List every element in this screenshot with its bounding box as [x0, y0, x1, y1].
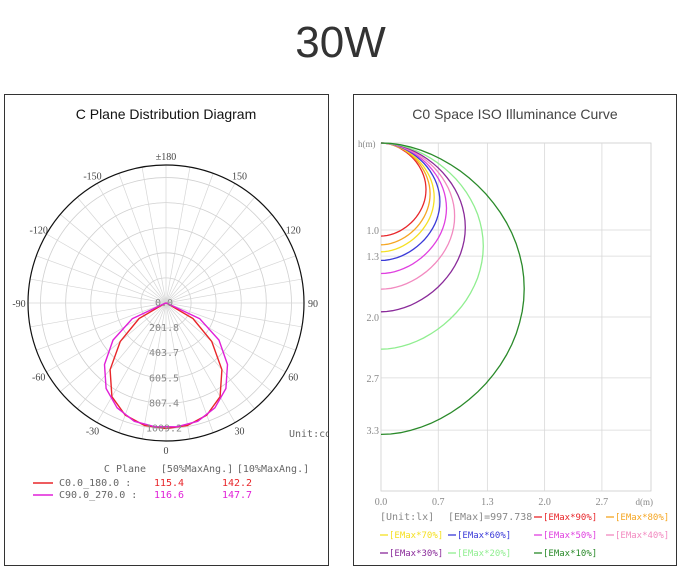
polar-radial-tick: 403.7: [149, 348, 179, 359]
iso-series-curve: [380, 142, 456, 290]
polar-radial-tick: 201.8: [149, 323, 179, 334]
page-title: 30W: [295, 18, 386, 67]
iso-x-tick: 1.3: [481, 497, 494, 508]
polar-grid-spoke: [141, 302, 167, 439]
polar-angle-label: ±180: [156, 152, 177, 163]
iso-series-curve: [380, 142, 484, 350]
polar-grid-spoke: [30, 278, 167, 304]
polar-grid-spoke: [165, 302, 302, 328]
iso-y-tick: 1.3: [367, 252, 380, 263]
iso-chart: C0 Space ISO Illuminance Curve 0.0 0.7 1.3…: [358, 106, 669, 559]
polar-grid-spoke: [165, 214, 272, 304]
polar-legend-max10: 147.7: [222, 490, 252, 501]
iso-x-tick: 0.7: [432, 497, 445, 508]
polar-grid-spoke: [77, 197, 167, 304]
polar-chart: C Plane Distribution Diagram ±180 -150 150…: [12, 106, 328, 501]
polar-legend-max50: 115.4: [154, 478, 184, 489]
polar-angle-label: -90: [12, 299, 25, 310]
polar-grid-spoke: [165, 302, 255, 409]
iso-emax-label: [EMax]=997.738: [448, 512, 532, 523]
iso-legend-label: [EMax*10%]: [543, 549, 597, 559]
polar-grid-spoke: [46, 233, 167, 304]
iso-x-label: d(m): [636, 497, 654, 507]
polar-legend-name: C0.0_180.0 :: [59, 478, 131, 489]
iso-y-tick: 1.0: [367, 226, 380, 237]
polar-series-curve: [103, 302, 229, 428]
iso-x-tick: 2.7: [596, 497, 609, 508]
polar-radial-tick: 807.4: [149, 398, 179, 409]
iso-legend-label: [EMax*40%]: [615, 531, 669, 541]
polar-grid-spoke: [165, 173, 214, 304]
iso-legend-label: [EMax*90%]: [543, 513, 597, 523]
polar-legend-max10: 142.2: [222, 478, 252, 489]
iso-series-curve: [380, 142, 525, 436]
polar-outer-ring: [27, 164, 305, 442]
iso-legend-label: [EMax*70%]: [389, 531, 443, 541]
polar-radial-tick: 605.5: [149, 373, 179, 384]
polar-grid-spoke: [77, 302, 167, 409]
polar-chart-panel: C Plane Distribution Diagram ±180 -150 150…: [4, 94, 329, 566]
iso-legend-label: [EMax*60%]: [457, 531, 511, 541]
polar-legend-header: C Plane: [104, 464, 146, 475]
polar-grid-spoke: [165, 233, 286, 304]
polar-grid-spoke: [118, 173, 167, 304]
polar-grid-spoke: [141, 167, 167, 304]
iso-y-label: h(m): [358, 139, 376, 149]
polar-grid-spoke: [30, 302, 167, 328]
polar-legend-header: [50%MaxAng.]: [161, 464, 233, 475]
polar-grid-spoke: [165, 302, 191, 439]
polar-angle-label: 0: [164, 446, 169, 457]
polar-grid-spoke: [165, 302, 272, 392]
polar-radial-tick: 0.0: [155, 298, 173, 309]
polar-grid-spoke: [118, 302, 167, 433]
iso-y-tick: 3.3: [367, 426, 380, 437]
polar-grid-spoke: [60, 214, 167, 304]
polar-angle-label: 120: [286, 226, 301, 237]
iso-unit-label: [Unit:lx]: [380, 512, 434, 523]
iso-y-tick: 2.7: [367, 374, 380, 385]
polar-grid-spoke: [60, 302, 167, 392]
iso-y-tick: 2.0: [367, 313, 380, 324]
iso-series-curve: [380, 142, 435, 253]
polar-grid-spoke: [165, 183, 236, 304]
polar-grid-spoke: [165, 167, 191, 304]
polar-grid-spoke: [165, 197, 255, 304]
iso-series-curve: [380, 142, 448, 275]
polar-angle-label: 150: [232, 172, 247, 183]
polar-angle-label: 30: [235, 426, 245, 437]
polar-unit-label: Unit:cd: [289, 429, 328, 440]
polar-grid-spoke: [96, 302, 167, 423]
iso-legend-label: [EMax*30%]: [389, 549, 443, 559]
polar-grid-spoke: [165, 302, 236, 423]
polar-series-curve: [109, 302, 223, 430]
polar-grid-spoke: [165, 302, 296, 351]
polar-angle-label: -120: [30, 226, 48, 237]
polar-radial-tick: 1009.2: [146, 423, 182, 434]
polar-angle-label: -60: [32, 373, 45, 384]
polar-chart-title: C Plane Distribution Diagram: [76, 106, 257, 122]
polar-angle-label: 90: [308, 299, 318, 310]
polar-angle-label: -150: [83, 172, 101, 183]
polar-grid-spoke: [36, 302, 167, 351]
iso-chart-title: C0 Space ISO Illuminance Curve: [412, 106, 618, 122]
polar-angle-label: 60: [288, 373, 298, 384]
polar-grid-spoke: [96, 183, 167, 304]
polar-grid-spoke: [165, 278, 302, 304]
iso-chart-panel: C0 Space ISO Illuminance Curve 0.0 0.7 1.3…: [353, 94, 677, 566]
iso-x-tick: 0.0: [375, 497, 388, 508]
iso-x-tick: 2.0: [538, 497, 551, 508]
iso-series-curve: [380, 142, 466, 313]
iso-legend-label: [EMax*50%]: [543, 531, 597, 541]
polar-legend-name: C90.0_270.0 :: [59, 490, 137, 501]
iso-legend-label: [EMax*20%]: [457, 549, 511, 559]
polar-legend-max50: 116.6: [154, 490, 184, 501]
iso-series-curve: [380, 142, 441, 262]
polar-angle-label: -30: [86, 426, 99, 437]
iso-legend-label: [EMax*80%]: [615, 513, 669, 523]
polar-grid-spoke: [165, 255, 296, 304]
polar-grid-spoke: [165, 302, 214, 433]
polar-legend-header: [10%MaxAng.]: [237, 464, 309, 475]
polar-grid-spoke: [36, 255, 167, 304]
